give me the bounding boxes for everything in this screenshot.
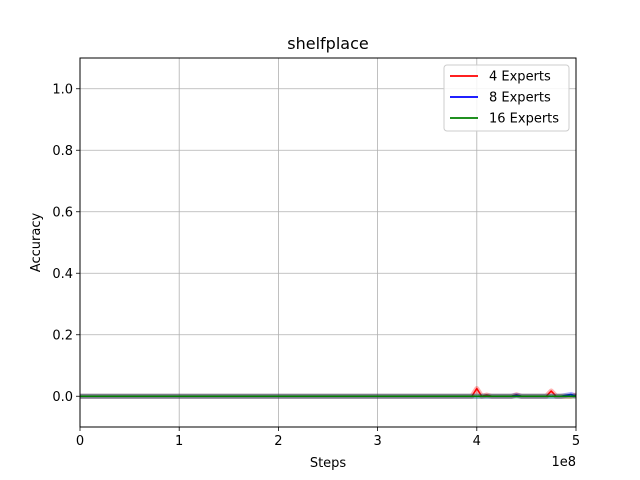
x-tick-label: 1 — [175, 434, 183, 449]
y-tick-label: 0.2 — [52, 328, 73, 343]
y-tick-label: 0.4 — [52, 267, 73, 282]
x-axis: 0 1 2 3 4 5 — [76, 427, 580, 449]
x-axis-offset-label: 1e8 — [551, 455, 576, 470]
y-axis: 0.0 0.2 0.4 0.6 0.8 1.0 — [52, 82, 80, 405]
legend-label-8-experts: 8 Experts — [489, 91, 551, 106]
legend: 4 Experts 8 Experts 16 Experts — [443, 64, 570, 132]
x-tick-label: 4 — [473, 434, 481, 449]
x-tick-label: 2 — [274, 434, 282, 449]
y-tick-label: 0.8 — [52, 144, 73, 159]
legend-label-16-experts: 16 Experts — [489, 112, 559, 127]
series-layer — [80, 386, 577, 399]
x-tick-label: 5 — [572, 434, 580, 449]
x-tick-label: 0 — [76, 434, 84, 449]
y-tick-label: 0.0 — [52, 390, 73, 405]
legend-box — [443, 64, 570, 132]
legend-label-4-experts: 4 Experts — [489, 70, 551, 85]
y-axis-label: Accuracy — [29, 213, 44, 273]
x-axis-label: Steps — [310, 456, 347, 471]
x-tick-label: 3 — [373, 434, 381, 449]
plot-area-frame — [79, 57, 577, 428]
y-tick-label: 1.0 — [52, 82, 73, 97]
chart-title: shelfplace — [287, 34, 368, 53]
y-tick-label: 0.6 — [52, 205, 73, 220]
